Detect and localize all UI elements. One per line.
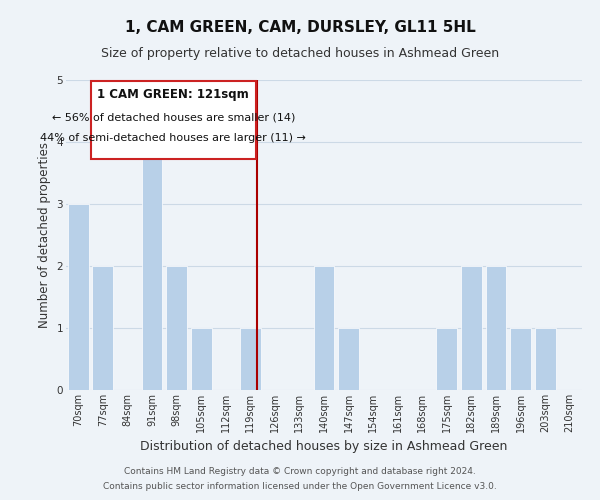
Bar xyxy=(314,266,334,390)
Text: 44% of semi-detached houses are larger (11) →: 44% of semi-detached houses are larger (… xyxy=(40,132,306,142)
Text: ← 56% of detached houses are smaller (14): ← 56% of detached houses are smaller (14… xyxy=(52,112,295,122)
Text: 1 CAM GREEN: 121sqm: 1 CAM GREEN: 121sqm xyxy=(97,88,249,102)
FancyBboxPatch shape xyxy=(91,81,256,160)
Bar xyxy=(535,328,556,390)
Bar xyxy=(485,266,506,390)
Bar xyxy=(436,328,457,390)
Text: Size of property relative to detached houses in Ashmead Green: Size of property relative to detached ho… xyxy=(101,48,499,60)
X-axis label: Distribution of detached houses by size in Ashmead Green: Distribution of detached houses by size … xyxy=(140,440,508,454)
Bar xyxy=(92,266,113,390)
Text: Contains HM Land Registry data © Crown copyright and database right 2024.: Contains HM Land Registry data © Crown c… xyxy=(124,467,476,476)
Y-axis label: Number of detached properties: Number of detached properties xyxy=(38,142,51,328)
Bar xyxy=(461,266,482,390)
Bar xyxy=(68,204,89,390)
Bar xyxy=(142,142,163,390)
Text: Contains public sector information licensed under the Open Government Licence v3: Contains public sector information licen… xyxy=(103,482,497,491)
Bar xyxy=(240,328,261,390)
Bar xyxy=(338,328,359,390)
Bar xyxy=(510,328,531,390)
Bar xyxy=(191,328,212,390)
Bar xyxy=(166,266,187,390)
Text: 1, CAM GREEN, CAM, DURSLEY, GL11 5HL: 1, CAM GREEN, CAM, DURSLEY, GL11 5HL xyxy=(125,20,475,35)
